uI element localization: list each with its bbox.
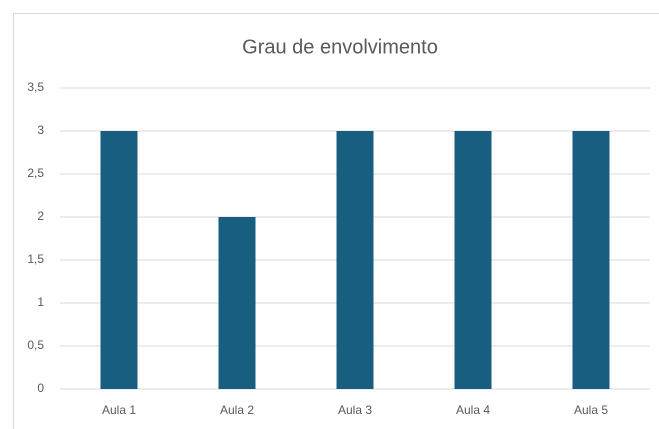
- y-tick-label: 0,5: [27, 338, 44, 352]
- x-tick-label: Aula 4: [456, 403, 490, 417]
- y-tick-label: 1,5: [27, 252, 44, 266]
- y-tick-label: 1: [37, 295, 44, 309]
- bar: [572, 131, 610, 389]
- y-tick-label: 2,5: [27, 166, 44, 180]
- x-tick-label: Aula 5: [574, 403, 608, 417]
- bar: [454, 131, 492, 389]
- y-tick-label: 0: [37, 381, 44, 395]
- x-tick-label: Aula 3: [338, 403, 372, 417]
- x-tick-label: Aula 1: [102, 403, 136, 417]
- bar: [218, 217, 256, 389]
- y-tick-label: 3: [37, 123, 44, 137]
- bar: [100, 131, 138, 389]
- y-tick-label: 2: [37, 209, 44, 223]
- x-tick-label: Aula 2: [220, 403, 254, 417]
- chart-title: Grau de envolvimento: [242, 36, 438, 58]
- bar: [336, 131, 374, 389]
- y-tick-label: 3,5: [27, 80, 44, 94]
